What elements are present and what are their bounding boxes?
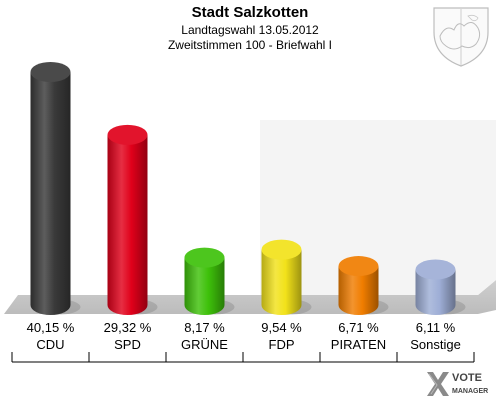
bars-group [30, 62, 466, 315]
bar-top [261, 239, 302, 260]
logo-text-vote: VOTE [452, 372, 482, 384]
bar-body [30, 72, 71, 315]
bar-top [30, 62, 71, 82]
bar-piraten [338, 256, 389, 315]
bar-body [184, 257, 225, 315]
category-label-spd: SPD [114, 337, 141, 352]
value-label-piraten: 6,71 % [338, 320, 379, 335]
bar-sonstige [415, 259, 466, 315]
bar-top [107, 124, 148, 145]
category-label-sonstige: Sonstige [410, 337, 461, 352]
bar-body [107, 134, 148, 315]
category-axis [11, 352, 475, 363]
bar-fdp [261, 239, 312, 315]
vote-manager-logo-icon [427, 372, 449, 396]
category-label-cdu: CDU [36, 337, 64, 352]
coat-of-arms-icon [433, 7, 489, 67]
chart-title: Stadt Salzkotten [192, 4, 309, 21]
bar-top [415, 259, 456, 280]
bar-top [338, 256, 379, 277]
bar-cdu [30, 62, 81, 315]
category-label-piraten: PIRATEN [331, 337, 386, 352]
category-label-gr-ne: GRÜNE [181, 337, 228, 352]
chart-subtitle-1: Landtagswahl 13.05.2012 [181, 23, 319, 37]
bar-body [261, 249, 302, 315]
bar-spd [107, 124, 158, 315]
bar-top [184, 247, 225, 268]
category-label-fdp: FDP [269, 337, 295, 352]
category-labels: CDU SPD GRÜNE FDP PIRATEN Sonstige [36, 337, 460, 352]
bar-body [415, 269, 456, 315]
logo-text-manager: MANAGER [452, 388, 488, 395]
value-label-cdu: 40,15 % [27, 320, 75, 335]
value-label-gr-ne: 8,17 % [184, 320, 225, 335]
value-label-sonstige: 6,11 % [416, 320, 456, 335]
value-labels: 40,15 % 29,32 % 8,17 % 9,54 % 6,71 % 6,11 % [27, 320, 456, 335]
chart-backwall [260, 120, 496, 295]
bar-gr-ne [184, 247, 235, 315]
chart-subtitle-2: Zweitstimmen 100 - Briefwahl I [168, 38, 332, 52]
value-label-fdp: 9,54 % [261, 320, 302, 335]
value-label-spd: 29,32 % [104, 320, 152, 335]
bar-body [338, 266, 379, 315]
